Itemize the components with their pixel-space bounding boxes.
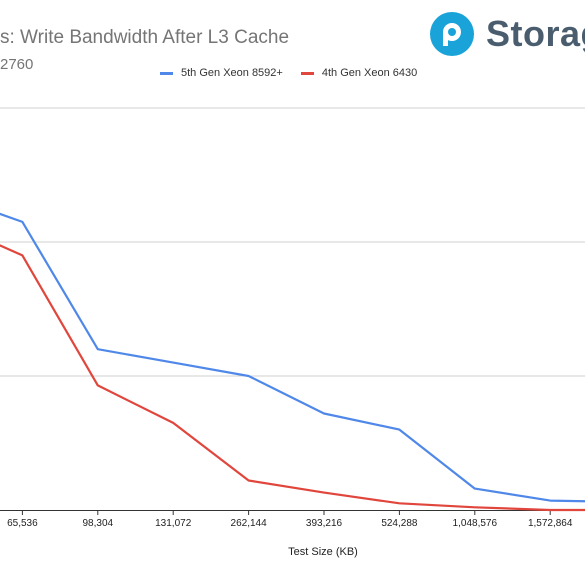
series-line [0,244,585,512]
legend-swatch-blue [160,71,173,75]
chart-title: s: Write Bandwidth After L3 Cache [0,27,290,48]
x-tick-label: 524,288 [381,518,418,529]
legend-label: 4th Gen Xeon 6430 [321,67,418,79]
x-tick-label: 98,304 [83,518,114,529]
series-line [0,212,585,503]
x-axis-title: Test Size (KB) [288,546,358,558]
x-tick-label: 131,072 [155,518,192,529]
legend-item: 5th Gen Xeon 8592+ [160,67,283,79]
x-tick-label: 393,216 [306,518,343,529]
storagereview-logo-icon [430,12,474,56]
x-tick-label: 1,572,864 [528,518,573,529]
legend-swatch-red [300,71,314,75]
chart-subtitle: 2760 [0,56,34,73]
legend-label: 5th Gen Xeon 8592+ [181,67,283,79]
x-tick-label: 262,144 [231,518,268,529]
x-tick-label: 65,536 [7,518,38,529]
x-tick-label: 1,048,576 [453,518,498,529]
logo-text: Storag [486,13,585,54]
logo: Storag [430,12,585,56]
legend: 5th Gen Xeon 8592+ 4th Gen Xeon 6430 [160,67,435,79]
legend-item: 4th Gen Xeon 6430 [300,67,418,79]
